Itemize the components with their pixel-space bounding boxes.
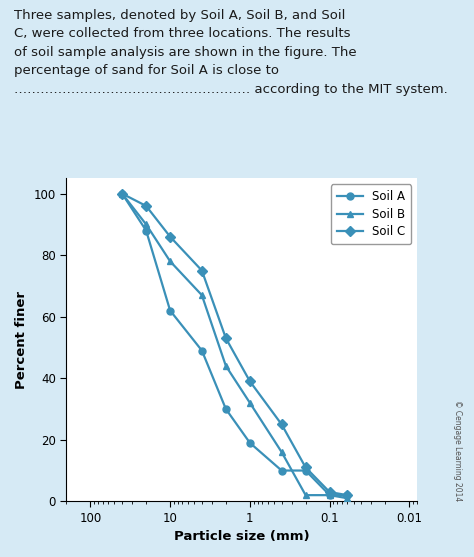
Soil C	[327, 488, 332, 495]
Soil B	[247, 399, 253, 406]
Soil C	[247, 378, 253, 385]
Soil B	[143, 221, 149, 228]
Soil B	[199, 292, 205, 299]
Soil A	[247, 439, 253, 446]
Soil B	[303, 492, 309, 499]
Soil A	[167, 307, 173, 314]
Soil A	[143, 227, 149, 234]
Soil B	[345, 495, 350, 501]
Line: Soil C: Soil C	[118, 190, 351, 499]
Text: Three samples, denoted by Soil A, Soil B, and Soil
C, were collected from three : Three samples, denoted by Soil A, Soil B…	[14, 8, 448, 96]
Soil A	[119, 190, 125, 197]
Soil C	[143, 203, 149, 209]
Soil B	[279, 449, 284, 456]
Soil C	[167, 233, 173, 240]
X-axis label: Particle size (mm): Particle size (mm)	[174, 530, 310, 543]
Soil C	[199, 267, 205, 274]
Line: Soil A: Soil A	[118, 190, 351, 499]
Soil A	[223, 405, 229, 412]
Soil C	[345, 492, 350, 499]
Text: © Cengage Learning 2014: © Cengage Learning 2014	[453, 400, 462, 501]
Soil B	[167, 258, 173, 265]
Soil C	[279, 421, 284, 428]
Y-axis label: Percent finer: Percent finer	[15, 291, 28, 389]
Soil A	[327, 492, 332, 499]
Legend: Soil A, Soil B, Soil C: Soil A, Soil B, Soil C	[331, 184, 411, 245]
Soil B	[223, 363, 229, 369]
Soil A	[199, 347, 205, 354]
Soil B	[327, 492, 332, 499]
Soil A	[303, 467, 309, 474]
Soil B	[119, 190, 125, 197]
Soil C	[303, 464, 309, 471]
Soil C	[119, 190, 125, 197]
Soil A	[279, 467, 284, 474]
Soil A	[345, 492, 350, 499]
Line: Soil B: Soil B	[118, 190, 351, 502]
Soil C	[223, 335, 229, 341]
